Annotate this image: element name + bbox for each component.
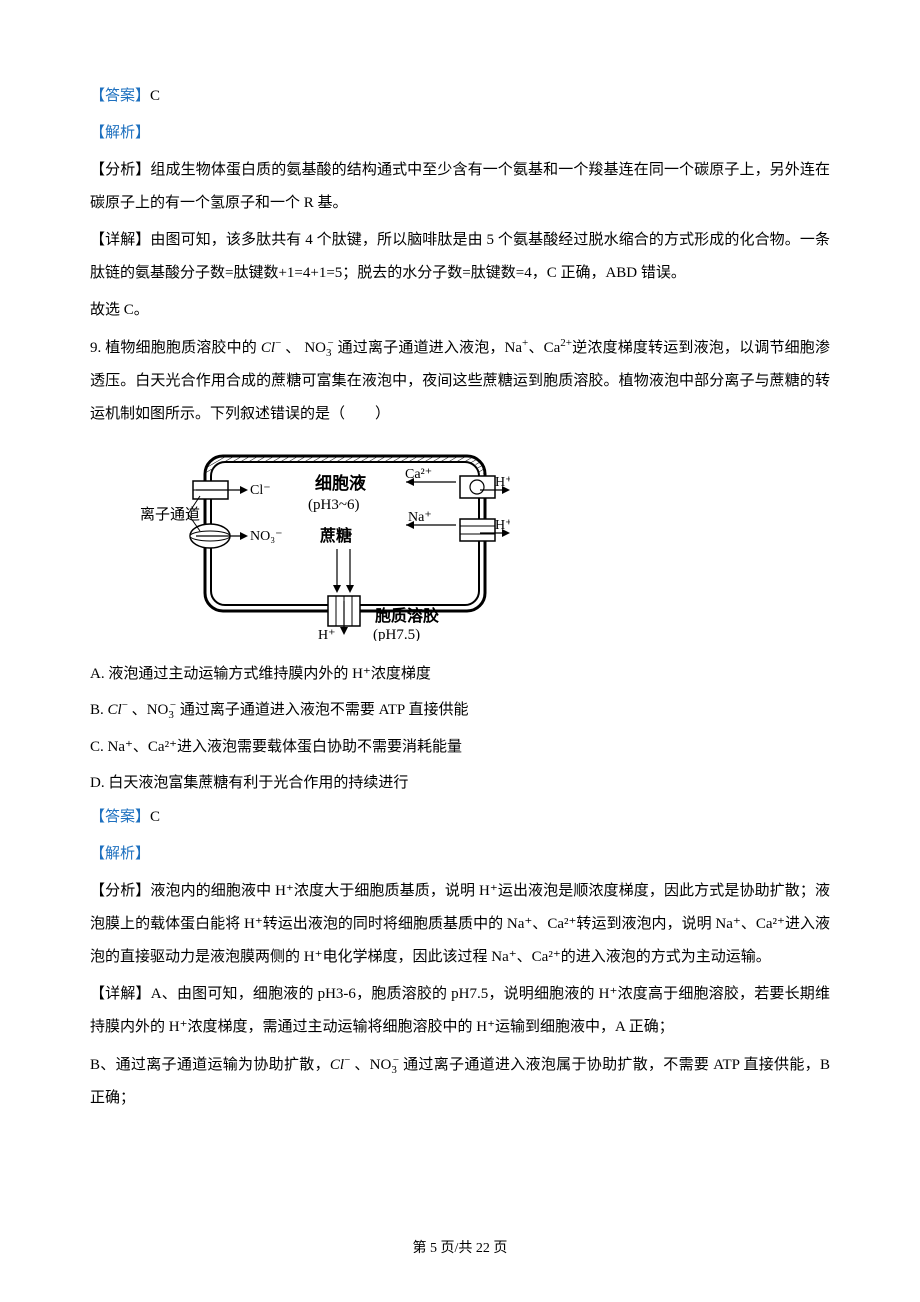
q9-detail-b-spacer: 、 xyxy=(350,1057,369,1073)
q9-analysis-block: 【分析】液泡内的细胞液中 H⁺浓度大于细胞质基质，说明 H⁺运出液泡是顺浓度梯度… xyxy=(90,875,830,974)
q9-detail-b-prefix: B、通过离子通道运输为协助扩散， xyxy=(90,1057,330,1073)
q9-answer-label: 【答案】 xyxy=(90,809,150,825)
prev-analysis-block: 【分析】组成生物体蛋白质的氨基酸的结构通式中至少含有一个氨基和一个羧基连在同一个… xyxy=(90,154,830,220)
q9-analysis-text: 液泡内的细胞液中 H⁺浓度大于细胞质基质，说明 H⁺运出液泡是顺浓度梯度，因此方… xyxy=(90,883,830,965)
sucrose-transporter: H⁺ xyxy=(318,549,360,641)
option-d: D. 白天液泡富集蔗糖有利于光合作用的持续进行 xyxy=(90,765,830,801)
prev-analysis-text: 组成生物体蛋白质的氨基酸的结构通式中至少含有一个氨基和一个羧基连在同一个碳原子上… xyxy=(90,162,830,211)
q9-spacer1: 、 xyxy=(281,340,304,356)
sucrose-label: 蔗糖 xyxy=(319,526,352,545)
q9-detail-b-no3: NO xyxy=(370,1057,392,1073)
prev-answer-value: C xyxy=(150,88,160,104)
q9-analysis-title: 【分析】 xyxy=(90,883,150,899)
q9-detail-title: 【详解】 xyxy=(90,986,151,1002)
q9-no3: NO xyxy=(304,340,326,356)
prev-answer-label: 【答案】 xyxy=(90,88,150,104)
opt-b-cl: Cl xyxy=(108,702,122,718)
prev-answer-line: 【答案】C xyxy=(90,80,830,113)
prev-detail-title: 【详解】 xyxy=(90,232,150,248)
q9-ca-sup: 2+ xyxy=(560,337,572,349)
prev-analysis-title: 【分析】 xyxy=(90,162,150,178)
page-content: 【答案】C 【解析】 【分析】组成生物体蛋白质的氨基酸的结构通式中至少含有一个氨… xyxy=(0,0,920,1159)
cytosol-ph-label: (pH7.5) xyxy=(373,627,420,641)
q9-answer-line: 【答案】C xyxy=(90,801,830,834)
ph-range-label: (pH3~6) xyxy=(308,497,359,513)
q9-detail-b-cl: Cl xyxy=(330,1057,344,1073)
cytosol-label: 胞质溶胶 xyxy=(374,606,439,625)
diagram-h2-label: H⁺ xyxy=(495,518,510,533)
q9-detail-b: B、通过离子通道运输为协助扩散，Cl− 、NO3− 通过离子通道进入液泡属于协助… xyxy=(90,1048,830,1115)
q9-cl: Cl xyxy=(261,340,275,356)
q9-number: 9. xyxy=(90,340,105,356)
page-footer: 第 5 页/共 22 页 xyxy=(0,1237,920,1257)
q9-detail-a: 【详解】A、由图可知，细胞液的 pH3-6，胞质溶胶的 pH7.5，说明细胞液的… xyxy=(90,978,830,1044)
ion-channel-label: 离子通道 xyxy=(140,506,200,523)
opt-b-prefix: B. xyxy=(90,702,108,718)
opt-b-spacer: 、 xyxy=(128,702,147,718)
diagram-na-label: Na⁺ xyxy=(408,510,432,525)
q9-stem3: 、Ca xyxy=(528,340,560,356)
option-b: B. Cl− 、NO3− 通过离子通道进入液泡不需要 ATP 直接供能 xyxy=(90,692,830,728)
transport-diagram: Cl⁻ NO₃⁻ 离子通道 细胞液 (pH3~6) 蔗糖 Ca²⁺ xyxy=(140,441,830,646)
ca-transporter: Ca²⁺ H⁺ xyxy=(405,467,510,498)
diagram-h1-label: H⁺ xyxy=(495,475,510,490)
option-c: C. Na⁺、Ca²⁺进入液泡需要载体蛋白协助不需要消耗能量 xyxy=(90,729,830,765)
diagram-ca-label: Ca²⁺ xyxy=(405,467,432,482)
na-transporter: Na⁺ H⁺ xyxy=(406,510,510,541)
prev-detail-text: 由图可知，该多肽共有 4 个肽键，所以脑啡肽是由 5 个氨基酸经过脱水缩合的方式… xyxy=(90,232,830,281)
opt-b-no3: NO xyxy=(147,702,169,718)
q9-detail-a-text: A、由图可知，细胞液的 pH3-6，胞质溶胶的 pH7.5，说明细胞液的 H⁺浓… xyxy=(90,986,830,1035)
q9-stem2: 通过离子通道进入液泡，Na xyxy=(334,340,522,356)
q9-answer-value: C xyxy=(150,809,160,825)
q9-stem1: 植物细胞胞质溶胶中的 xyxy=(105,340,261,356)
diagram-svg: Cl⁻ NO₃⁻ 离子通道 细胞液 (pH3~6) 蔗糖 Ca²⁺ xyxy=(140,441,510,641)
option-a: A. 液泡通过主动运输方式维持膜内外的 H⁺浓度梯度 xyxy=(90,656,830,692)
prev-analysis-label: 【解析】 xyxy=(90,117,830,150)
question-9-stem: 9. 植物细胞胞质溶胶中的 Cl− 、 NO3− 通过离子通道进入液泡，Na+、… xyxy=(90,331,830,431)
diagram-h3-label: H⁺ xyxy=(318,628,336,641)
prev-detail-block: 【详解】由图可知，该多肽共有 4 个肽键，所以脑啡肽是由 5 个氨基酸经过脱水缩… xyxy=(90,224,830,290)
prev-conclusion: 故选 C。 xyxy=(90,294,830,327)
cell-sap-label: 细胞液 xyxy=(315,473,366,493)
q9-analysis-label: 【解析】 xyxy=(90,838,830,871)
opt-b-suffix: 通过离子通道进入液泡不需要 ATP 直接供能 xyxy=(176,702,468,718)
diagram-no3-label: NO₃⁻ xyxy=(250,529,283,544)
diagram-cl-label: Cl⁻ xyxy=(250,483,271,498)
